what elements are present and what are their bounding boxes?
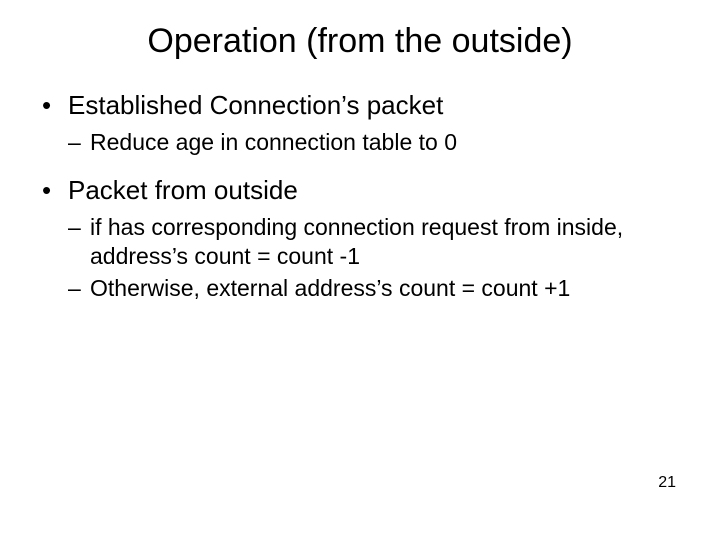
bullet-l2-1: Reduce age in connection table to 0 (68, 128, 678, 157)
slide-title: Operation (from the outside) (0, 0, 720, 89)
bullet-group-1: Established Connection’s packet Reduce a… (42, 89, 678, 156)
bullet-l2-2: if has corresponding connection request … (68, 213, 678, 271)
bullet-l1-2: Packet from outside (42, 174, 678, 207)
bullet-group-2: Packet from outside if has corresponding… (42, 174, 678, 303)
slide-content: Established Connection’s packet Reduce a… (0, 89, 720, 303)
bullet-l1-1: Established Connection’s packet (42, 89, 678, 122)
page-number: 21 (658, 474, 676, 492)
slide-container: Operation (from the outside) Established… (0, 0, 720, 540)
bullet-l2-3: Otherwise, external address’s count = co… (68, 274, 678, 303)
